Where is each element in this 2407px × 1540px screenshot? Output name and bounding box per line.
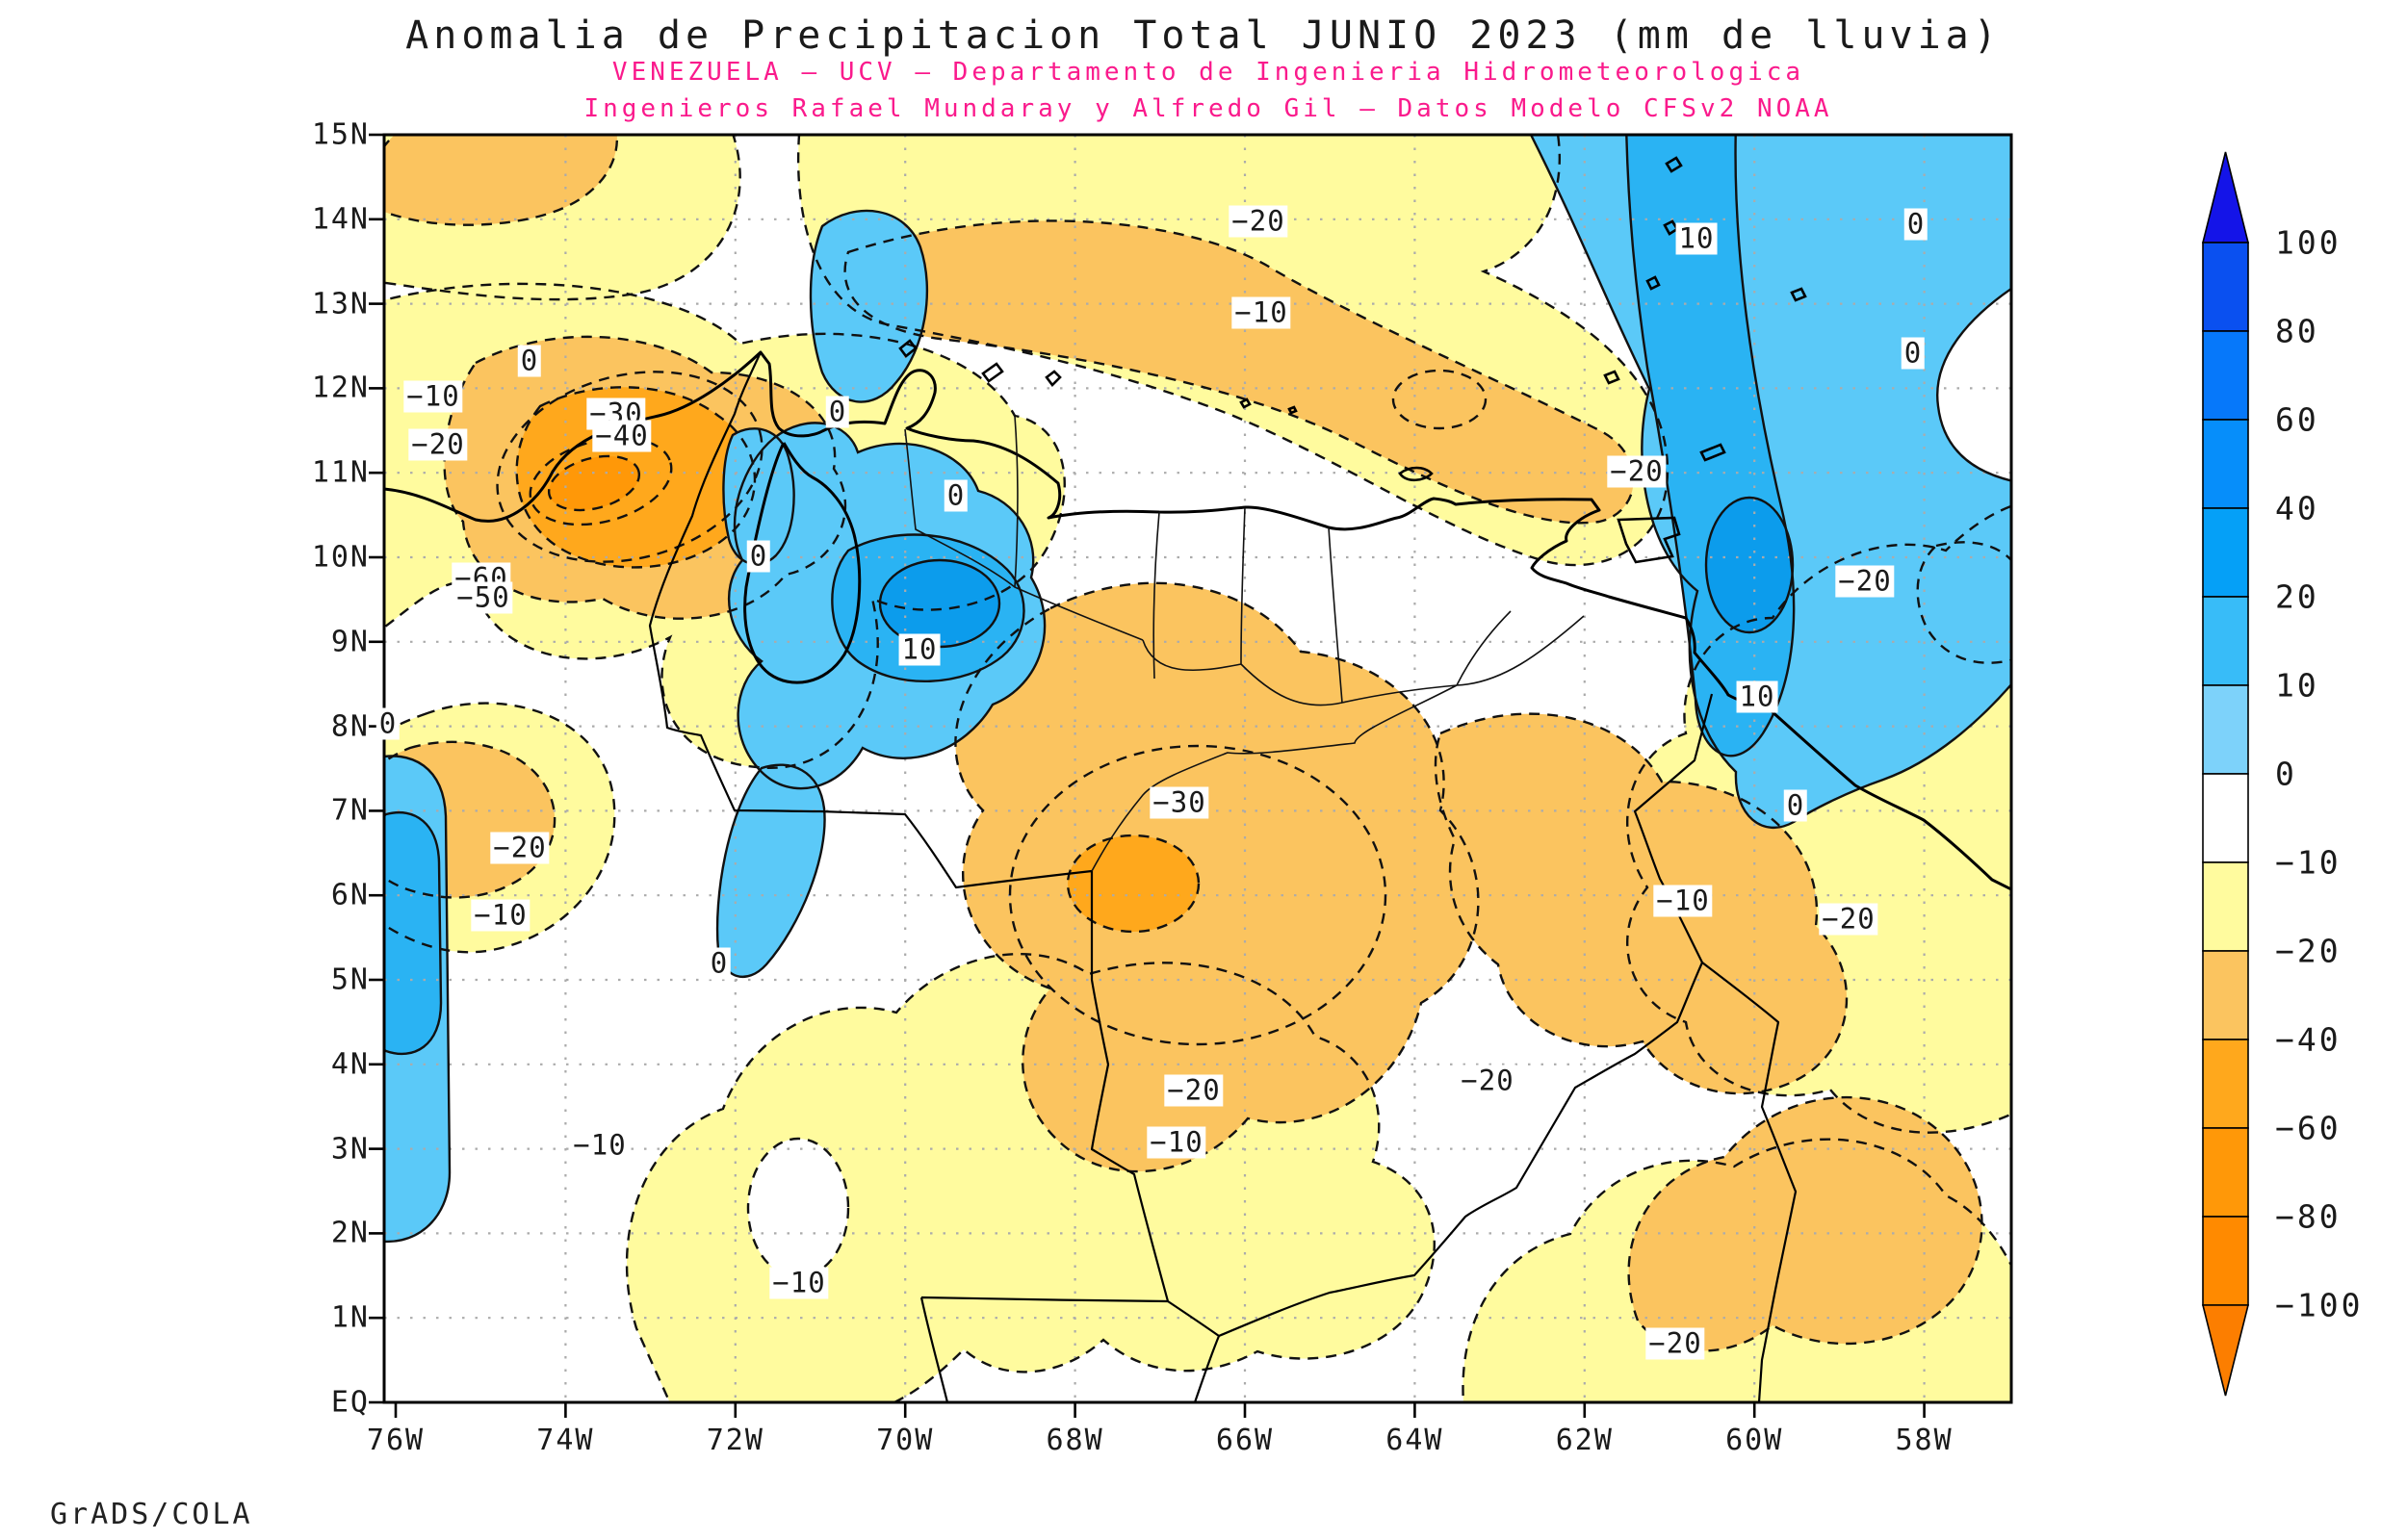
south-america-coastline [384, 350, 2011, 891]
anomaly-fill-regions [384, 135, 2011, 1402]
lat-tick-label: 15N [311, 117, 370, 152]
colorbar-boundary-value: 60 [2275, 400, 2319, 439]
barbados-island [1790, 287, 1807, 302]
colombia-brazil-border [919, 1296, 1169, 1402]
contour-label: 0 [825, 396, 850, 428]
bonaire-island [1045, 370, 1062, 387]
contour-label: −20 [1835, 565, 1895, 598]
colorbar-boundary-value: −40 [2275, 1020, 2342, 1059]
contour-label: −20 [1819, 903, 1878, 936]
contour-label: −10 [403, 380, 463, 413]
lon-tick-label: 74W [536, 1424, 595, 1457]
contour-label: −20 [408, 428, 468, 461]
lon-tick-label: 68W [1046, 1424, 1104, 1457]
lat-tick-label: 12N [311, 371, 370, 405]
lat-tick-label: 10N [311, 540, 370, 575]
lon-tick-label: 62W [1555, 1424, 1614, 1457]
tobago-island [1699, 443, 1726, 462]
contour-label: −10 [1653, 885, 1713, 917]
lon-tick-label: 66W [1215, 1424, 1275, 1457]
lat-tick-label: 13N [311, 287, 370, 321]
colorbar-boundary-value: −10 [2275, 843, 2342, 882]
contour-label: −10 [1147, 1126, 1206, 1159]
martinique-island [1665, 156, 1683, 173]
plot-frame [382, 133, 2013, 1404]
colorbar-boundary-value: 10 [2275, 666, 2319, 705]
contour-label: 0 [375, 707, 401, 740]
contour-label: 0 [746, 540, 771, 573]
contour-label: 0 [1901, 337, 1926, 370]
contour-label: −50 [453, 581, 513, 614]
curacao-island [981, 362, 1004, 383]
contour-label: −30 [1150, 786, 1209, 819]
lat-tick-label: 5N [330, 962, 370, 997]
contour-label: −20 [1229, 205, 1288, 238]
contour-label: −40 [592, 420, 652, 452]
lat-tick-label: EQ [330, 1385, 370, 1420]
contour-label: −10 [1231, 296, 1291, 329]
contour-label: 0 [1903, 208, 1928, 241]
los-roques-islet [1239, 398, 1252, 409]
contour-label: −20 [1164, 1074, 1224, 1107]
la-orchila-islet [1287, 405, 1298, 415]
colorbar-boundary-value: −20 [2275, 932, 2342, 970]
lon-tick-label: 58W [1895, 1424, 1954, 1457]
contour-label: 0 [517, 345, 542, 377]
colorbar-boundary-value: −80 [2275, 1197, 2342, 1236]
map-plot-area [384, 135, 2011, 1402]
venezuela-colombia-border [648, 351, 1221, 1402]
contour-label: −20 [490, 832, 550, 864]
lat-tick-label: 9N [330, 625, 370, 659]
lat-tick-label: 3N [330, 1132, 370, 1167]
lat-tick-label: 14N [311, 202, 370, 237]
lat-tick-label: 6N [330, 878, 370, 912]
lon-tick-label: 64W [1385, 1424, 1444, 1457]
lat-tick-label: 7N [330, 793, 370, 828]
margarita-island [1398, 466, 1434, 482]
lat-tick-label: 4N [330, 1047, 370, 1082]
aruba-island [898, 339, 918, 358]
lon-tick-label: 70W [876, 1424, 935, 1457]
contour-label: 10 [898, 633, 941, 666]
page-title: Anomalia de Precipitacion Total JUNIO 20… [405, 13, 2002, 58]
contour-label: 10 [1736, 680, 1778, 713]
grenada-island [1603, 370, 1620, 385]
guyana-brazil-border [1701, 962, 1798, 1402]
colorbar-boundary-value: 20 [2275, 578, 2319, 616]
lon-tick-label: 60W [1725, 1424, 1784, 1457]
contour-label: 0 [1783, 789, 1808, 822]
coastlines-and-borders [384, 156, 2011, 1402]
contour-label: 10 [1675, 222, 1718, 255]
contour-label: −10 [769, 1267, 829, 1299]
colorbar-boundary-value: −100 [2275, 1286, 2364, 1324]
lat-tick-label: 11N [311, 455, 370, 490]
colorbar-boundary-value: 0 [2275, 755, 2297, 793]
lat-tick-label: 8N [330, 709, 370, 744]
contour-label: 0 [944, 479, 969, 512]
lat-tick-label: 2N [330, 1216, 370, 1250]
colorbar-boundary-value: 40 [2275, 489, 2319, 527]
state-borders [904, 415, 1585, 872]
contour-label: −10 [570, 1129, 630, 1162]
trinidad-island [1617, 516, 1681, 564]
contour-label: 0 [707, 947, 732, 980]
lon-tick-label: 72W [706, 1424, 764, 1457]
venezuela-brazil-border [1218, 962, 1704, 1338]
subtitle-authors: Ingenieros Rafael Mundaray y Alfredo Gil… [583, 94, 1833, 123]
contour-label: −20 [1607, 455, 1667, 488]
contour-label: −20 [1645, 1327, 1705, 1360]
colorbar-boundary-value: 80 [2275, 312, 2319, 350]
st-vincent-island [1645, 275, 1661, 291]
subtitle-institution: VENEZUELA – UCV – Departamento de Ingeni… [611, 58, 1805, 87]
contour-label: −20 [1458, 1065, 1517, 1097]
colorbar-boundary-value: 100 [2275, 223, 2342, 262]
contour-label: −10 [471, 899, 531, 932]
grads-cola-credit: GrADS/COLA [50, 1498, 253, 1531]
lon-tick-label: 76W [366, 1424, 426, 1457]
colorbar [2201, 151, 2250, 1397]
colorbar-boundary-value: −60 [2275, 1109, 2342, 1147]
lat-tick-label: 1N [330, 1300, 370, 1335]
